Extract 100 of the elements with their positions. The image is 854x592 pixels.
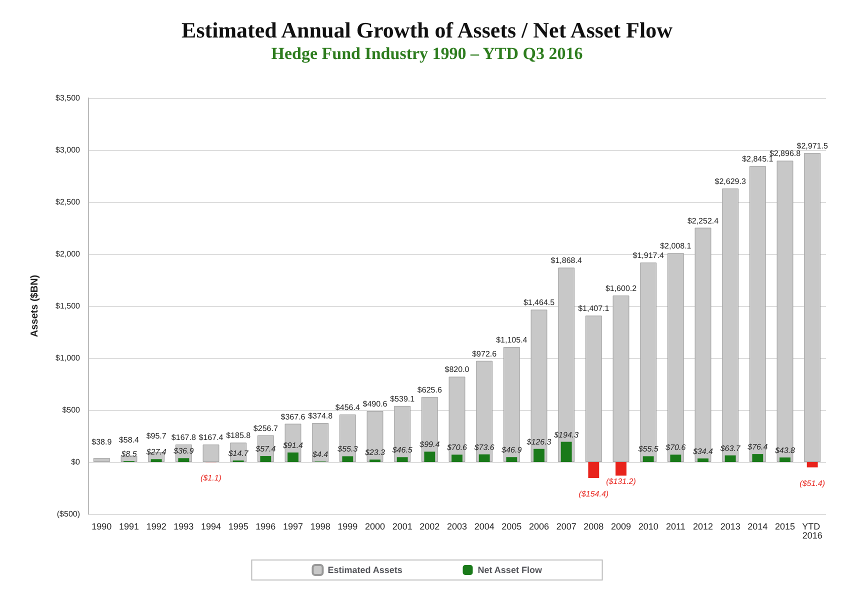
bar: [452, 454, 462, 462]
x-tick-label: 2003: [446, 522, 468, 532]
data-label: $43.8: [774, 446, 796, 455]
data-label: $126.3: [526, 437, 552, 446]
data-label: $1,105.4: [496, 336, 528, 345]
bar: [448, 376, 466, 462]
data-label: $34.4: [692, 446, 714, 456]
x-tick-label: 2000: [364, 522, 386, 532]
x-tick-label: 1994: [200, 522, 222, 532]
x-tick-label: 1992: [146, 522, 166, 532]
bar: [396, 457, 408, 462]
data-label: ($1.1): [200, 474, 222, 483]
data-label: $456.4: [335, 403, 360, 412]
data-label: $55.5: [637, 444, 659, 454]
data-label: $70.6: [446, 443, 468, 452]
bar: [178, 458, 190, 462]
x-tick-label: 2005: [502, 522, 522, 532]
x-tick-label: 2015: [774, 522, 796, 532]
bar: [724, 455, 736, 462]
bar: [202, 444, 220, 462]
y-tick-label: $1,500: [56, 302, 81, 310]
data-label: $36.9: [172, 446, 194, 456]
legend-label: Estimated Assets: [328, 565, 402, 575]
bar: [366, 410, 384, 462]
x-tick-label: 2011: [666, 522, 686, 532]
data-label: $1,600.2: [605, 284, 638, 294]
data-label: $58.4: [118, 435, 140, 444]
y-tick-label: $0: [71, 458, 81, 466]
x-tick-label: 1998: [310, 522, 330, 532]
data-label: $972.6: [472, 349, 498, 358]
x-tick-label: 2014: [748, 522, 768, 532]
data-label: $95.7: [146, 432, 167, 441]
bar: [752, 454, 764, 462]
data-label: $63.7: [719, 444, 741, 453]
data-label: $57.4: [254, 444, 276, 454]
data-label: $1,868.4: [550, 256, 582, 266]
x-tick-label: 1999: [338, 522, 358, 532]
y-axis-title: Assets ($BN): [30, 274, 40, 338]
x-tick-label: 2002: [420, 522, 440, 532]
bar: [698, 458, 708, 462]
data-label: $99.4: [418, 440, 440, 450]
data-label: $256.7: [253, 424, 278, 433]
data-label: $2,629.3: [714, 177, 746, 186]
bar: [616, 462, 626, 476]
x-tick-label: 2012: [692, 522, 714, 532]
bar: [670, 454, 682, 462]
data-label: $539.1: [390, 394, 416, 404]
data-label: ($131.2): [606, 477, 636, 486]
y-tick-label: $1,000: [56, 354, 81, 362]
data-label: $2,252.4: [687, 216, 720, 226]
bar: [612, 296, 630, 462]
y-tick-label: $3,000: [56, 146, 81, 154]
data-label: $55.3: [336, 444, 358, 454]
bar: [804, 152, 821, 462]
x-tick-label: 1990: [92, 522, 112, 532]
x-tick-label: 1991: [118, 522, 140, 532]
x-tick-label: 1995: [228, 522, 248, 532]
bar: [667, 253, 684, 462]
bar: [722, 188, 739, 462]
data-label: $185.8: [226, 431, 252, 440]
bar: [749, 166, 766, 462]
x-tick-label: 2009: [610, 522, 632, 532]
data-label: $2,971.5: [796, 141, 828, 150]
bar: [780, 457, 790, 462]
data-label: $167.4: [198, 433, 224, 442]
x-tick-label: 2001: [392, 522, 412, 532]
data-label: $46.5: [391, 446, 413, 455]
bar: [588, 462, 600, 478]
chart-subtitle: Hedge Fund Industry 1990 – YTD Q3 2016: [271, 44, 583, 63]
bar: [503, 347, 520, 462]
y-tick-label: $2,000: [56, 250, 81, 258]
x-tick-label: 2004: [474, 522, 494, 532]
data-label: $194.3: [553, 430, 580, 440]
data-label: $38.9: [92, 437, 112, 446]
bar: [806, 462, 818, 468]
y-tick-label: ($500): [56, 510, 80, 518]
bar: [560, 442, 572, 462]
data-label: $1,917.4: [632, 251, 664, 260]
data-label: ($51.4): [800, 478, 826, 488]
bar: [476, 360, 493, 462]
legend-label: Net Asset Flow: [478, 565, 543, 575]
x-tick-label: 1997: [282, 522, 304, 532]
data-label: $4.4: [312, 450, 329, 460]
data-label: $367.6: [280, 412, 306, 422]
x-tick-label: 1996: [256, 522, 276, 532]
data-label: ($154.4): [578, 490, 609, 499]
bar: [288, 452, 298, 462]
x-tick-label: 2010: [638, 522, 658, 532]
y-tick-label: $3,500: [56, 94, 81, 102]
x-tick-label: 2006: [528, 522, 550, 532]
data-label: $374.8: [308, 412, 334, 421]
x-tick-label: 2007: [556, 522, 576, 532]
bar: [93, 458, 110, 462]
x-tick-label: 2008: [584, 522, 604, 532]
data-label: $76.4: [746, 442, 768, 452]
x-tick-label: 1993: [174, 522, 194, 532]
data-label: $70.6: [664, 443, 686, 452]
data-label: $167.8: [171, 433, 196, 442]
data-label: $23.3: [364, 448, 386, 458]
bar: [640, 262, 657, 462]
